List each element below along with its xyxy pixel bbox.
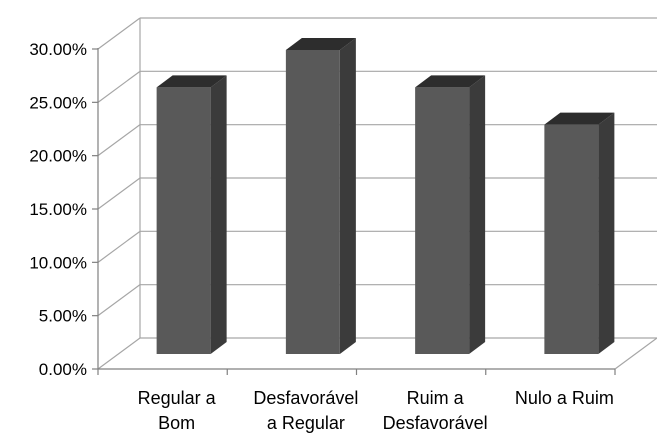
y-tick-label: 10.00% (29, 253, 87, 272)
bar-side (598, 112, 615, 355)
bar-top (544, 112, 615, 125)
bar (415, 87, 470, 354)
gridline-diagonal (97, 17, 141, 50)
bar-side (210, 75, 227, 354)
x-tick-label: Desfavorável (253, 388, 358, 408)
bar-side (339, 38, 356, 354)
y-tick-label: 25.00% (29, 93, 87, 112)
y-tick-label: 20.00% (29, 147, 87, 166)
bar-side (469, 75, 486, 354)
y-tick-label: 5.00% (39, 307, 87, 326)
gridline-diagonal (97, 70, 141, 103)
x-tick-label: Nulo a Ruim (515, 388, 614, 408)
gridline-diagonal (97, 124, 141, 157)
gridline-diagonal (97, 337, 141, 370)
x-tick-label: Bom (158, 413, 195, 433)
floor-right-edge (614, 337, 657, 370)
bar-top (156, 75, 227, 88)
y-tick-label: 0.00% (39, 360, 87, 379)
x-tick-label: Desfavorável (383, 413, 488, 433)
x-tick-label: Ruim a (407, 388, 465, 408)
bar-top (285, 38, 356, 50)
bar (156, 87, 211, 354)
x-tick-label: Regular a (138, 388, 217, 408)
gridline-diagonal (97, 230, 141, 263)
bar (544, 124, 599, 355)
gridline-diagonal (97, 177, 141, 210)
x-tick-label: a Regular (267, 413, 345, 433)
y-tick-label: 15.00% (29, 200, 87, 219)
gridline-diagonal (97, 284, 141, 317)
bar (285, 50, 340, 354)
bar-top (415, 75, 486, 88)
y-tick-label: 30.00% (29, 40, 87, 59)
